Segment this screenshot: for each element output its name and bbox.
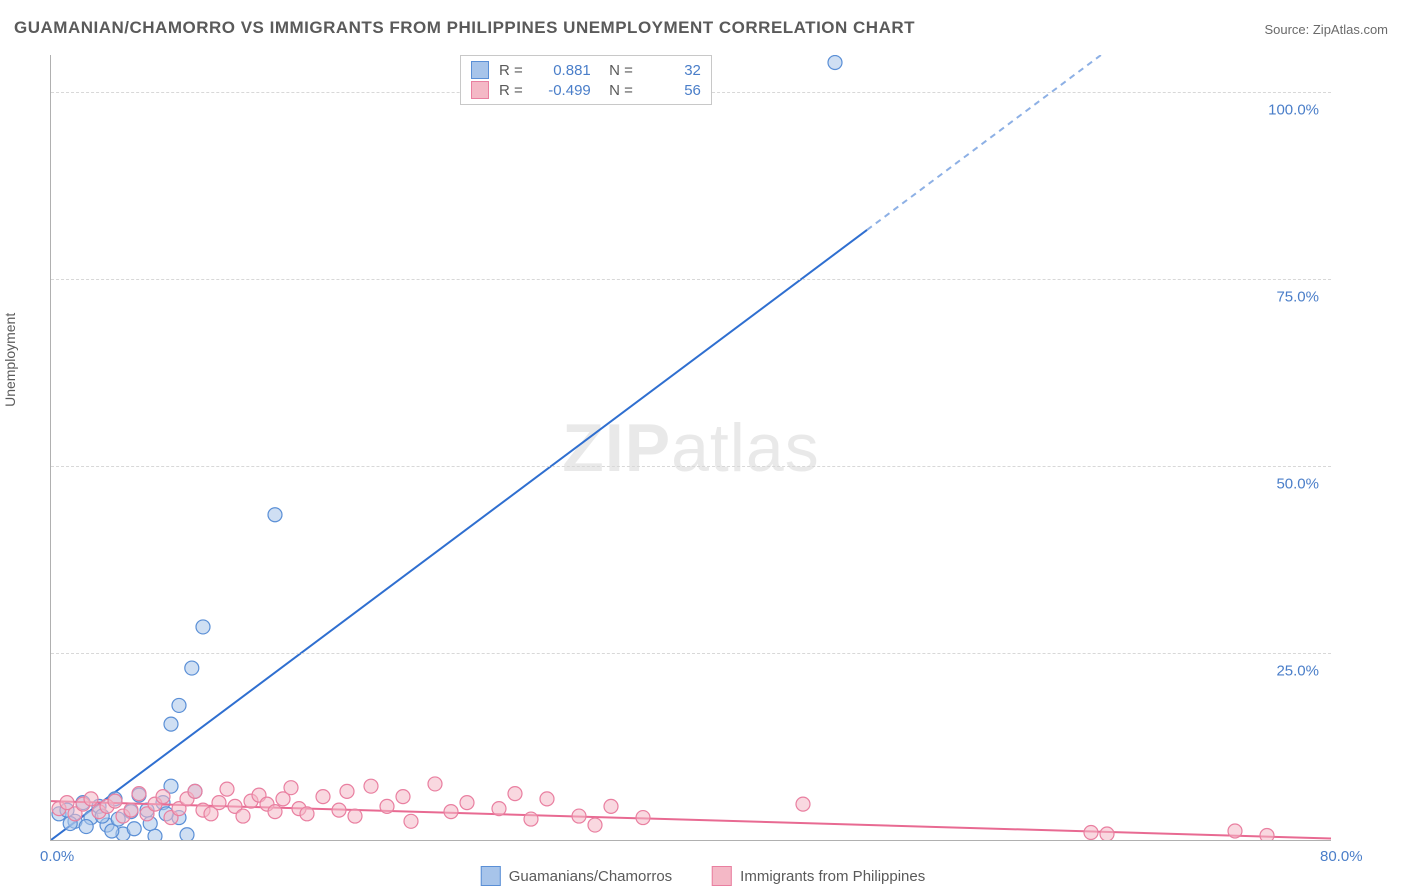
stats-row-1: R = -0.499 N = 56	[471, 80, 701, 100]
stats-n-value-0: 32	[643, 62, 701, 79]
source-label: Source: ZipAtlas.com	[1264, 22, 1388, 37]
chart-title: GUAMANIAN/CHAMORRO VS IMMIGRANTS FROM PH…	[14, 18, 915, 38]
chart-svg	[51, 55, 1331, 840]
stats-legend-box: R = 0.881 N = 32 R = -0.499 N = 56	[460, 55, 712, 105]
stats-r-value-0: 0.881	[533, 62, 591, 79]
y-tick-label: 50.0%	[1276, 476, 1319, 493]
grid-line	[51, 466, 1331, 467]
y-tick-label: 75.0%	[1276, 289, 1319, 306]
stats-n-value-1: 56	[643, 82, 701, 99]
y-tick-label: 100.0%	[1268, 102, 1319, 119]
grid-line	[51, 653, 1331, 654]
stats-row-0: R = 0.881 N = 32	[471, 60, 701, 80]
stats-r-value-1: -0.499	[533, 82, 591, 99]
y-axis-label: Unemployment	[2, 313, 18, 407]
stats-r-label: R =	[499, 62, 523, 79]
stats-r-label: R =	[499, 82, 523, 99]
stats-n-label: N =	[601, 82, 633, 99]
legend-item-1: Immigrants from Philippines	[712, 866, 925, 886]
stats-n-label: N =	[601, 62, 633, 79]
plot-area: ZIPatlas 25.0%50.0%75.0%100.0%	[50, 55, 1331, 841]
x-tick-label: 80.0%	[1320, 848, 1363, 865]
legend-label-1: Immigrants from Philippines	[740, 868, 925, 885]
legend-label-0: Guamanians/Chamorros	[509, 868, 672, 885]
x-tick-label: 0.0%	[40, 848, 74, 865]
legend-swatch-0	[481, 866, 501, 886]
y-tick-label: 25.0%	[1276, 663, 1319, 680]
stats-swatch-0	[471, 61, 489, 79]
legend-swatch-1	[712, 866, 732, 886]
legend-item-0: Guamanians/Chamorros	[481, 866, 672, 886]
grid-line	[51, 279, 1331, 280]
stats-swatch-1	[471, 81, 489, 99]
legend-bottom: Guamanians/Chamorros Immigrants from Phi…	[481, 866, 925, 886]
